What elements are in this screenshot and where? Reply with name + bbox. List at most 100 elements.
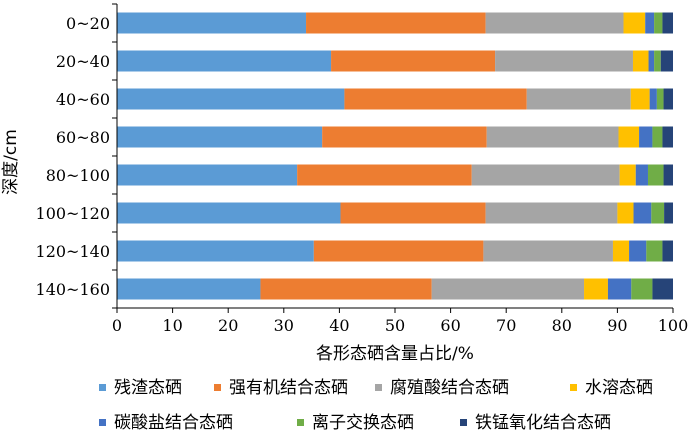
bar-segment <box>618 126 640 148</box>
bar-segment <box>495 50 633 72</box>
bar-segment <box>584 278 608 300</box>
bar-segment <box>117 126 323 148</box>
x-tick-label: 80 <box>552 316 572 335</box>
bar-segment <box>340 202 486 224</box>
bar-segment <box>633 202 652 224</box>
y-tick-label: 120~140 <box>36 242 110 261</box>
x-tick-label: 70 <box>496 316 516 335</box>
y-tick-label: 100~120 <box>36 204 110 223</box>
bar-segment <box>649 88 657 110</box>
bar-segment <box>619 164 636 186</box>
bar-segment <box>623 12 646 34</box>
bar-segment <box>344 88 527 110</box>
bar-segment <box>648 50 655 72</box>
axes-group: 0~20 20~40 40~60 60~80 80~100 100~120 120~140 1… <box>36 3 689 335</box>
bar-segment <box>645 12 655 34</box>
bar-segment <box>617 202 634 224</box>
bar-segment <box>471 164 620 186</box>
legend-label: 残渣态硒 <box>114 378 182 398</box>
x-tick-label: 100 <box>658 316 689 335</box>
bar-segment <box>664 202 673 224</box>
bar-segment <box>313 240 484 262</box>
bar-segment <box>306 12 486 34</box>
bar-segment <box>631 278 653 300</box>
bar-segment <box>526 88 631 110</box>
bar-segment <box>630 88 650 110</box>
legend-item: 强有机结合态硒 <box>214 378 348 398</box>
x-axis-title: 各形态硒含量占比/% <box>316 344 474 364</box>
bar-segment <box>322 126 487 148</box>
bar-segment <box>663 164 673 186</box>
legend-label: 腐殖酸结合态硒 <box>390 378 509 398</box>
legend-swatch <box>297 419 304 426</box>
bar-segment <box>117 12 307 34</box>
x-tick-label: 40 <box>329 316 349 335</box>
x-tick-label: 50 <box>385 316 405 335</box>
bar-segment <box>652 126 663 148</box>
bar-segment <box>652 278 673 300</box>
bar-segment <box>639 126 653 148</box>
y-tick-label: 0~20 <box>66 14 110 33</box>
legend-swatch <box>375 384 382 391</box>
legend-item: 铁锰氧化结合态硒 <box>460 413 611 433</box>
x-tick-label: 20 <box>218 316 238 335</box>
legend-swatch <box>570 384 577 391</box>
bar-segment <box>117 240 314 262</box>
bar-segment <box>632 50 649 72</box>
bar-segment <box>485 12 624 34</box>
bar-segment <box>117 88 345 110</box>
bar-segment <box>260 278 432 300</box>
bar-segment <box>662 126 673 148</box>
legend-item: 残渣态硒 <box>99 378 182 398</box>
bar-segment <box>331 50 496 72</box>
bar-segment <box>654 12 663 34</box>
y-tick-label: 20~40 <box>56 52 110 71</box>
bar-segment <box>607 278 632 300</box>
x-tick-label: 30 <box>274 316 294 335</box>
x-tick-label: 0 <box>112 316 122 335</box>
bar-segment <box>629 240 647 262</box>
x-tick-label: 90 <box>607 316 627 335</box>
x-tick-label: 10 <box>162 316 182 335</box>
bar-segment <box>485 202 618 224</box>
y-tick-label: 40~60 <box>56 90 110 109</box>
bar-segment <box>662 12 673 34</box>
bar-segment <box>117 202 341 224</box>
legend-label: 水溶态硒 <box>585 378 653 398</box>
legend-swatch <box>99 419 106 426</box>
bar-segment <box>646 240 663 262</box>
y-axis-title: 深度/cm <box>1 129 21 195</box>
legend-label: 铁锰氧化结合态硒 <box>475 413 611 433</box>
legend-label: 碳酸盐结合态硒 <box>114 413 233 433</box>
bar-segment <box>656 88 664 110</box>
bar-segment <box>117 278 261 300</box>
bar-segment <box>651 202 665 224</box>
legend-swatch <box>460 419 467 426</box>
legend-item: 水溶态硒 <box>570 378 653 398</box>
y-tick-label: 140~160 <box>36 280 110 299</box>
bar-segment <box>431 278 585 300</box>
bar-segment <box>647 164 664 186</box>
bar-segment <box>635 164 648 186</box>
bar-segment <box>117 164 298 186</box>
legend-item: 碳酸盐结合态硒 <box>99 413 233 433</box>
x-tick-label: 60 <box>440 316 460 335</box>
bar-segment <box>660 50 673 72</box>
bar-segment <box>486 126 619 148</box>
legend-item: 腐殖酸结合态硒 <box>375 378 509 398</box>
bar-segment <box>662 240 673 262</box>
bars-group <box>117 12 673 300</box>
bar-segment <box>654 50 661 72</box>
y-tick-label: 80~100 <box>46 166 110 185</box>
bar-segment <box>297 164 472 186</box>
legend-label: 离子交换态硒 <box>312 413 414 433</box>
bar-segment <box>663 88 673 110</box>
bar-segment <box>612 240 630 262</box>
legend-item: 离子交换态硒 <box>297 413 414 433</box>
legend-swatch <box>214 384 221 391</box>
legend-label: 强有机结合态硒 <box>229 378 348 398</box>
bar-segment <box>117 50 332 72</box>
bar-segment <box>483 240 613 262</box>
